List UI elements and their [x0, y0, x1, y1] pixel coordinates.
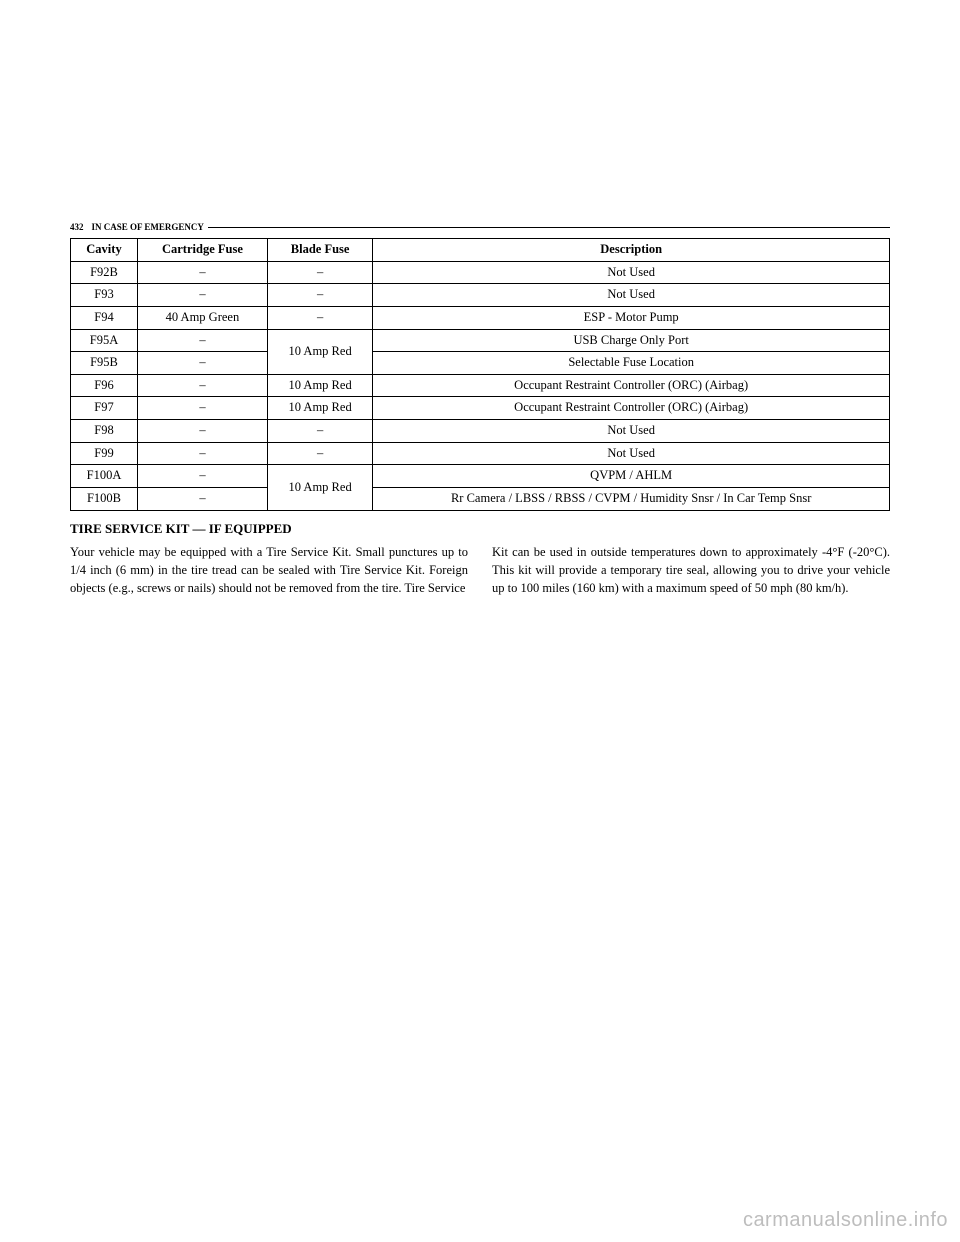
cell-cavity: F100A [71, 465, 138, 488]
cell-cavity: F98 [71, 420, 138, 443]
cell-description: Not Used [373, 420, 890, 443]
cell-blade: 10 Amp Red [267, 374, 372, 397]
cell-cavity: F95B [71, 352, 138, 375]
cell-description: QVPM / AHLM [373, 465, 890, 488]
cell-cartridge: – [137, 352, 267, 375]
cell-cavity: F96 [71, 374, 138, 397]
col-description: Description [373, 239, 890, 262]
cell-description: Selectable Fuse Location [373, 352, 890, 375]
table-row: F99––Not Used [71, 442, 890, 465]
cell-cavity: F97 [71, 397, 138, 420]
page-number: 432 [70, 222, 84, 232]
table-row: F100A–10 Amp RedQVPM / AHLM [71, 465, 890, 488]
watermark: carmanualsonline.info [743, 1209, 948, 1232]
table-header-row: Cavity Cartridge Fuse Blade Fuse Descrip… [71, 239, 890, 262]
cell-cartridge: – [137, 442, 267, 465]
table-row: F100B– Rr Camera / LBSS / RBSS / CVPM / H… [71, 487, 890, 510]
fuse-table-body: F92B––Not UsedF93––Not UsedF9440 Amp Gre… [71, 261, 890, 510]
cell-description: ESP - Motor Pump [373, 306, 890, 329]
cell-blade: – [267, 284, 372, 307]
manual-page: 432 IN CASE OF EMERGENCY Cavity Cartridg… [70, 222, 890, 597]
cell-blade: – [267, 306, 372, 329]
cell-cartridge: – [137, 465, 267, 488]
section-title: IN CASE OF EMERGENCY [92, 222, 204, 232]
table-row: F95A–10 Amp RedUSB Charge Only Port [71, 329, 890, 352]
cell-blade: 10 Amp Red [267, 465, 372, 510]
cell-cartridge: – [137, 397, 267, 420]
cell-blade: 10 Amp Red [267, 329, 372, 374]
cell-cavity: F95A [71, 329, 138, 352]
cell-cavity: F99 [71, 442, 138, 465]
table-row: F96–10 Amp RedOccupant Restraint Control… [71, 374, 890, 397]
cell-cavity: F93 [71, 284, 138, 307]
cell-cavity: F92B [71, 261, 138, 284]
tire-kit-heading: TIRE SERVICE KIT — IF EQUIPPED [70, 521, 890, 537]
cell-description: Not Used [373, 284, 890, 307]
col-blade: Blade Fuse [267, 239, 372, 262]
fuse-table: Cavity Cartridge Fuse Blade Fuse Descrip… [70, 238, 890, 511]
table-row: F92B––Not Used [71, 261, 890, 284]
cell-cartridge: – [137, 374, 267, 397]
body-para-2: Kit can be used in outside temperatures … [492, 543, 890, 597]
table-row: F9440 Amp Green–ESP - Motor Pump [71, 306, 890, 329]
cell-cartridge: 40 Amp Green [137, 306, 267, 329]
cell-description: Occupant Restraint Controller (ORC) (Air… [373, 397, 890, 420]
cell-cartridge: – [137, 487, 267, 510]
cell-blade: 10 Amp Red [267, 397, 372, 420]
cell-blade: – [267, 261, 372, 284]
cell-cavity: F100B [71, 487, 138, 510]
body-columns: Your vehicle may be equipped with a Tire… [70, 543, 890, 597]
table-row: F93––Not Used [71, 284, 890, 307]
cell-cartridge: – [137, 420, 267, 443]
cell-description: Occupant Restraint Controller (ORC) (Air… [373, 374, 890, 397]
header-rule [208, 227, 890, 228]
page-header: 432 IN CASE OF EMERGENCY [70, 222, 890, 232]
cell-description: Not Used [373, 442, 890, 465]
cell-description: Not Used [373, 261, 890, 284]
cell-description: Rr Camera / LBSS / RBSS / CVPM / Humidit… [373, 487, 890, 510]
cell-blade: – [267, 442, 372, 465]
table-row: F95B– Selectable Fuse Location [71, 352, 890, 375]
cell-blade: – [267, 420, 372, 443]
cell-cartridge: – [137, 261, 267, 284]
cell-description: USB Charge Only Port [373, 329, 890, 352]
body-para-1: Your vehicle may be equipped with a Tire… [70, 543, 468, 597]
col-cavity: Cavity [71, 239, 138, 262]
table-row: F98––Not Used [71, 420, 890, 443]
cell-cartridge: – [137, 329, 267, 352]
table-row: F97–10 Amp RedOccupant Restraint Control… [71, 397, 890, 420]
cell-cavity: F94 [71, 306, 138, 329]
cell-cartridge: – [137, 284, 267, 307]
col-cartridge: Cartridge Fuse [137, 239, 267, 262]
